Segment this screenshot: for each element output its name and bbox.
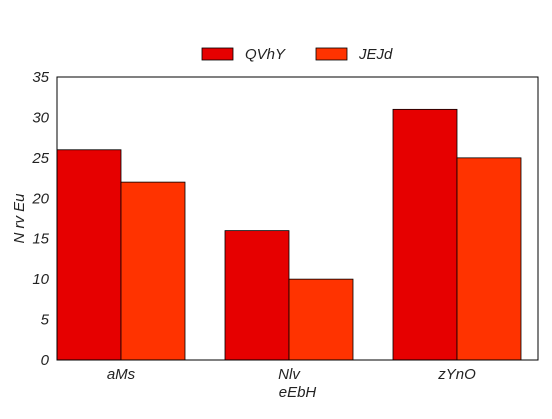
plot-area-frame — [56, 76, 539, 361]
legend: QVhY JEJd — [201, 46, 393, 63]
bar-JEJd-zYnO — [456, 157, 522, 361]
y-axis-label: N rv Eu — [11, 193, 28, 244]
y-tick-label: 0 — [41, 352, 50, 369]
legend-label-JEJd: JEJd — [358, 46, 393, 63]
bar-JEJd-aMs — [120, 181, 186, 361]
y-tick-label: 25 — [31, 150, 49, 167]
legend-swatch-QVhY — [201, 47, 234, 61]
ticks-layer: aMs Nlv zYnO 0 5 10 15 20 25 30 35 — [31, 69, 476, 383]
legend-label-QVhY: QVhY — [245, 46, 286, 63]
y-tick-label: 35 — [32, 69, 49, 86]
x-tick-label: aMs — [107, 366, 136, 383]
x-tick-label: Nlv — [278, 366, 301, 383]
x-axis-label: eEbH — [279, 384, 317, 401]
bar-JEJd-Nlv — [288, 278, 354, 361]
bar-QVhY-aMs — [56, 149, 122, 361]
y-tick-label: 15 — [32, 231, 49, 248]
y-tick-label: 5 — [41, 312, 50, 329]
y-tick-label: 20 — [31, 190, 49, 207]
y-tick-label: 30 — [32, 109, 49, 126]
bar-QVhY-Nlv — [224, 230, 290, 361]
legend-swatch-JEJd — [315, 47, 348, 61]
y-tick-label: 10 — [32, 271, 49, 288]
bars-layer — [56, 108, 522, 361]
x-tick-label: zYnO — [437, 366, 476, 383]
bar-QVhY-zYnO — [392, 108, 458, 361]
